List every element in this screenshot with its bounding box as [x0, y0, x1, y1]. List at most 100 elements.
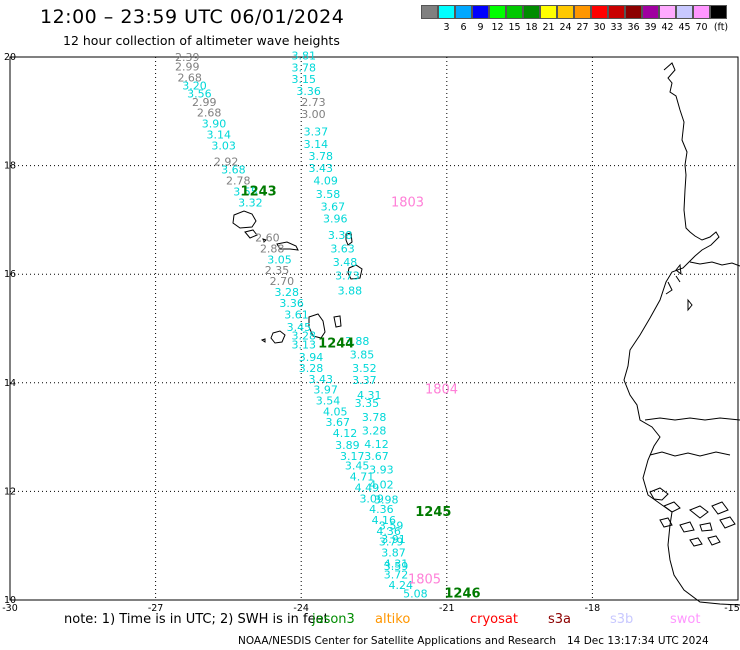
- legend-swatch: [438, 5, 455, 19]
- track-values: 2.392.992.682.992.682.922.782.602.882.35…: [175, 50, 428, 601]
- legend-swatch: [625, 5, 642, 19]
- swh-value: 2.73: [301, 96, 326, 109]
- island-boa-vista: [347, 264, 363, 280]
- swh-value: 2.88: [260, 242, 285, 255]
- y-tick-label: 10: [4, 595, 16, 606]
- legend-swatch: [710, 5, 727, 19]
- swh-value: 3.91: [381, 533, 406, 546]
- swh-value: 3.78: [362, 411, 387, 424]
- swh-value: 3.93: [369, 463, 394, 476]
- legend-label: 36: [627, 22, 640, 33]
- swh-value: 3.36: [279, 297, 304, 310]
- swh-value: 3.54: [316, 395, 341, 408]
- y-tick-label: 18: [4, 161, 16, 172]
- swh-value: 4.02: [369, 479, 394, 492]
- swh-value: 3.28: [299, 362, 324, 375]
- swh-value: 4.31: [357, 389, 382, 402]
- senegal-estuary: [689, 261, 740, 267]
- swh-value: 3.98: [374, 493, 399, 506]
- swh-value: 3.28: [362, 424, 387, 437]
- swh-value: 4.24: [389, 579, 414, 592]
- x-tick-label: -24: [293, 603, 309, 614]
- swh-value: 3.63: [330, 242, 355, 255]
- swh-value: 2.99: [175, 61, 200, 74]
- swh-value: 3.67: [325, 416, 350, 429]
- pass-time-label: 1805: [408, 573, 441, 588]
- legend-swatch: [523, 5, 540, 19]
- legend-label: 30: [593, 22, 606, 33]
- swh-value: 3.87: [381, 547, 406, 560]
- island-santo-antao: [232, 210, 257, 229]
- swh-value: 3.56: [187, 88, 212, 101]
- swh-value: 3.88: [338, 284, 363, 297]
- swh-value: 3.17: [340, 450, 365, 463]
- swh-value: 3.88: [345, 335, 370, 348]
- page-subtitle: 12 hour collection of altimeter wave hei…: [63, 33, 340, 48]
- swh-value: 2.39: [175, 51, 200, 64]
- legend-swatch: [506, 5, 523, 19]
- swh-value: 3.32: [238, 196, 263, 209]
- swh-value: 3.05: [267, 253, 292, 266]
- legend-swatches: [421, 5, 732, 19]
- legend-swatch: [591, 5, 608, 19]
- swh-value: 3.55: [233, 185, 258, 198]
- legend-label: 3: [443, 22, 450, 33]
- legend-label: (ft): [713, 22, 729, 33]
- legend-label: 18: [525, 22, 538, 33]
- x-tick-label: -21: [439, 603, 455, 614]
- swh-value: 4.36: [369, 503, 394, 516]
- grid-lines: [9, 56, 739, 601]
- pass-time-label: 1245: [415, 505, 451, 520]
- swh-value: 3.48: [333, 256, 358, 269]
- swh-value: 3.45: [345, 460, 370, 473]
- swh-value: 4.49: [355, 481, 380, 494]
- swh-value: 3.43: [308, 162, 333, 175]
- swh-value: 3.68: [221, 164, 246, 177]
- island-santa-luzia: [262, 238, 267, 243]
- swh-value: 3.35: [355, 397, 380, 410]
- swh-value: 3.43: [308, 373, 333, 386]
- map-frame: [9, 56, 739, 601]
- legend-swatch: [693, 5, 710, 19]
- swh-value: 3.67: [364, 450, 389, 463]
- swh-value: 2.78: [226, 175, 251, 188]
- guinea-bissau-islands: [649, 487, 736, 533]
- page-title: 12:00 – 23:59 UTC 06/01/2024: [40, 6, 345, 28]
- legend-label: 24: [559, 22, 572, 33]
- pass-time-label: 1803: [391, 195, 424, 210]
- legend-swatch: [489, 5, 506, 19]
- land-outlines: [232, 62, 740, 606]
- swh-value: 3.52: [352, 362, 377, 375]
- legend-label: 15: [508, 22, 521, 33]
- legend-swatch: [676, 5, 693, 19]
- legend-label: 9: [477, 22, 484, 33]
- swh-value: 3.28: [275, 286, 300, 299]
- legend-swatch: [455, 5, 472, 19]
- swh-value: 2.99: [192, 96, 217, 109]
- swh-value: 4.12: [333, 427, 358, 440]
- legend-label: 70: [695, 22, 708, 33]
- swh-value: 3.03: [211, 139, 236, 152]
- swh-value: 3.90: [202, 118, 227, 131]
- x-tick-label: -30: [2, 603, 18, 614]
- swh-value: 3.78: [308, 150, 333, 163]
- swh-value: 3.45: [287, 321, 312, 334]
- swh-value: 3.94: [299, 351, 324, 364]
- swh-value: 2.35: [265, 264, 290, 277]
- legend-swatch: [574, 5, 591, 19]
- y-tick-label: 16: [4, 269, 16, 280]
- legend-label: 33: [610, 22, 623, 33]
- pass-time-label: 1804: [425, 383, 458, 398]
- swh-value: 2.60: [255, 232, 279, 245]
- island-fogo: [270, 330, 286, 344]
- swh-value: 3.28: [291, 329, 316, 342]
- swh-value: 4.71: [350, 471, 375, 484]
- legend-label: 27: [576, 22, 589, 33]
- legend-labels: 3 6 9 12 15 18 21 24 27 30 33 36 39 42 45 70 (ft): [421, 22, 732, 33]
- swh-value: 3.13: [291, 339, 316, 352]
- legend-swatch: [472, 5, 489, 19]
- axis-tick-labels: -30 -27 -24 -21 -18 -15 10 12 14 16 18 20: [2, 52, 740, 614]
- swh-value: 3.37: [304, 126, 329, 139]
- swh-value: 4.12: [364, 438, 389, 451]
- island-santiago: [308, 313, 326, 339]
